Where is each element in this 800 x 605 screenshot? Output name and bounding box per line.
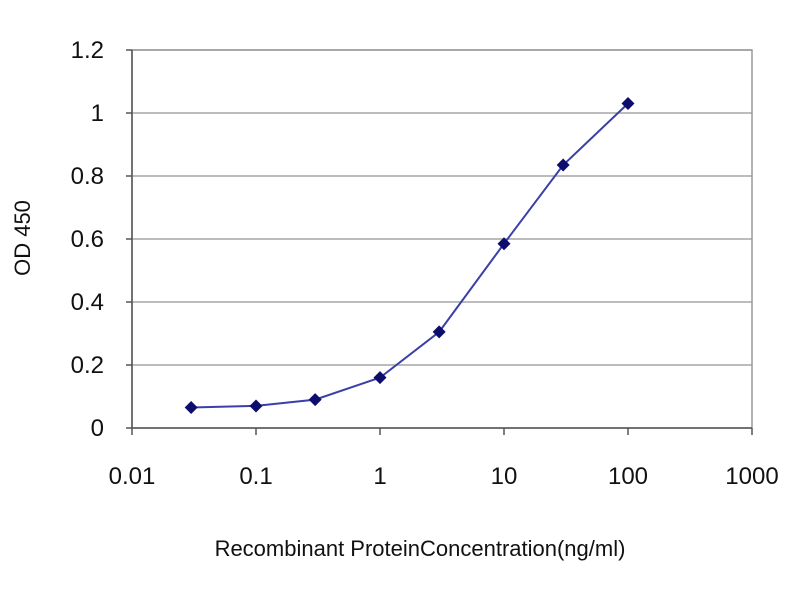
y-tick-label: 1 <box>91 100 104 127</box>
data-point <box>621 97 635 111</box>
x-axis-title: Recombinant ProteinConcentration(ng/ml) <box>215 536 626 561</box>
y-tick-label: 0.6 <box>71 226 104 253</box>
x-tick-label: 100 <box>608 463 648 490</box>
y-tick-label: 0.2 <box>71 352 104 379</box>
series <box>184 97 635 415</box>
data-point <box>556 158 570 172</box>
gridlines <box>132 49 752 366</box>
y-tick-labels: 0 0.2 0.4 0.6 0.8 1 1.2 <box>71 37 104 442</box>
data-point <box>432 325 446 339</box>
data-point <box>184 401 198 415</box>
x-tick-label: 10 <box>491 463 518 490</box>
y-tick-label: 0 <box>91 415 104 442</box>
data-point <box>373 371 387 385</box>
axes <box>126 49 753 435</box>
y-tick-label: 0.4 <box>71 289 104 316</box>
y-axis-title: OD 450 <box>10 200 35 276</box>
data-point <box>249 399 263 413</box>
y-tick-label: 0.8 <box>71 163 104 190</box>
data-point <box>308 393 322 407</box>
x-tick-label: 1000 <box>725 463 778 490</box>
series-line <box>191 102 629 409</box>
x-tick-label: 0.1 <box>239 463 272 490</box>
x-tick-labels: 0.01 0.1 1 10 100 1000 <box>109 463 779 490</box>
x-tick-label: 1 <box>373 463 386 490</box>
y-tick-label: 1.2 <box>71 37 104 64</box>
data-point <box>497 237 511 251</box>
x-tick-label: 0.01 <box>109 463 156 490</box>
